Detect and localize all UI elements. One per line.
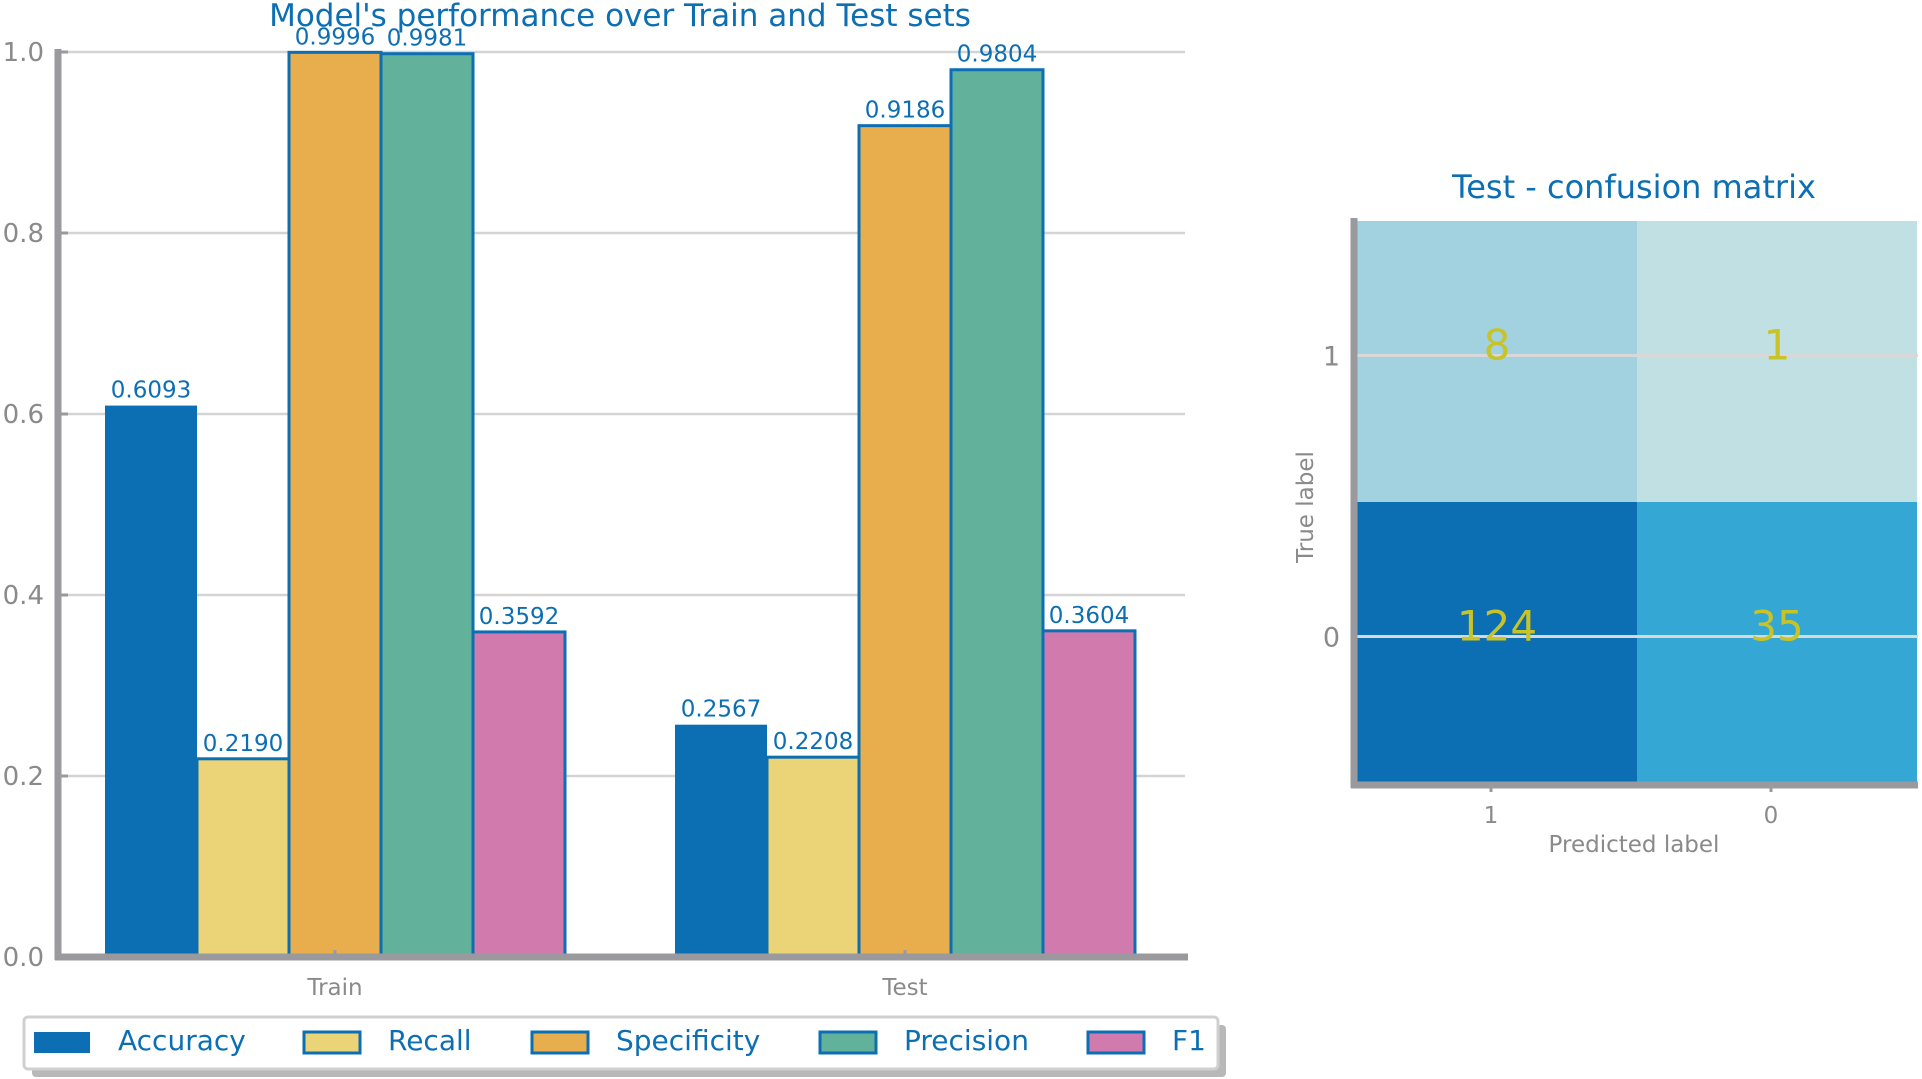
data-label: 0.2190 (203, 731, 283, 757)
legend-label-accuracy: Accuracy (118, 1024, 246, 1057)
confusion-matrix-ticks: 1 0 1 0 (1323, 342, 1779, 830)
bar-chart-y-axis: 0.0 0.2 0.4 0.6 0.8 1.0 (3, 38, 68, 973)
legend-swatch-f1 (1086, 1030, 1146, 1055)
bar-chart-bars (105, 50, 1137, 959)
matrix-value: 35 (1750, 602, 1803, 651)
data-label: 0.6093 (111, 378, 191, 404)
y-tick-label: 0 (1323, 623, 1340, 654)
matrix-cell (1357, 502, 1637, 783)
bar-recall-test (765, 755, 861, 959)
matrix-cell (1357, 221, 1637, 502)
y-tick-label: 1 (1323, 342, 1340, 373)
matrix-value: 124 (1457, 602, 1537, 651)
confusion-matrix-title: Test - confusion matrix (1451, 168, 1816, 206)
legend-swatch-accuracy (34, 1032, 90, 1053)
bar-recall-train (195, 757, 291, 959)
bar-accuracy-train (105, 405, 197, 957)
y-tick-label: 0.2 (3, 762, 44, 792)
confusion-matrix-y-label: True label (1293, 451, 1319, 564)
data-label: 0.3592 (479, 604, 559, 630)
confusion-matrix-values: 8 1 124 35 (1457, 321, 1804, 651)
y-tick-label: 1.0 (3, 38, 44, 68)
data-label: 0.9996 (295, 24, 375, 50)
legend-swatch-specificity (530, 1030, 590, 1055)
y-tick-label: 0.0 (3, 943, 44, 973)
matrix-value: 8 (1484, 321, 1511, 370)
confusion-matrix: Test - confusion matrix 8 1 124 35 1 0 1 0 Pre… (1293, 168, 1918, 858)
confusion-matrix-x-label: Predicted label (1549, 832, 1720, 858)
x-tick-label: Train (306, 975, 362, 1001)
y-tick-label: 0.6 (3, 400, 44, 430)
legend-label-precision: Precision (904, 1024, 1029, 1057)
bar-specificity-test (857, 124, 953, 959)
data-label: 0.2567 (681, 697, 761, 723)
bar-f1-train (471, 630, 567, 959)
data-label: 0.9804 (957, 42, 1037, 68)
bar-chart-title: Model's performance over Train and Test … (269, 0, 971, 34)
legend-swatch-recall (302, 1030, 362, 1055)
matrix-cell (1637, 502, 1917, 783)
y-tick-label: 0.4 (3, 581, 44, 611)
bar-precision-train (379, 52, 475, 959)
x-tick-label: 0 (1764, 803, 1779, 829)
matrix-cell (1637, 221, 1917, 502)
bar-chart-x-axis: Train Test (306, 950, 928, 1001)
data-label: 0.9981 (387, 26, 467, 52)
bar-specificity-train (287, 50, 383, 959)
legend-frame (22, 1015, 1220, 1071)
bar-chart-data-labels: 0.6093 0.2190 0.9996 0.9981 0.3592 0.2567 0.22… (111, 24, 1129, 756)
confusion-matrix-gridlines (1354, 354, 1918, 638)
y-tick-label: 0.8 (3, 219, 44, 249)
x-tick-label: 1 (1484, 803, 1499, 829)
data-label: 0.2208 (773, 729, 853, 755)
x-tick-label: Test (881, 975, 927, 1001)
bar-chart: Model's performance over Train and Test … (3, 0, 1188, 1001)
legend-swatch-precision (818, 1030, 878, 1055)
confusion-matrix-cells (1357, 221, 1917, 783)
matrix-value: 1 (1764, 321, 1791, 370)
legend-label-recall: Recall (388, 1024, 472, 1057)
legend-label-specificity: Specificity (616, 1024, 760, 1057)
legend: Accuracy Recall Specificity Precision F1 (22, 1015, 1226, 1077)
data-label: 0.3604 (1049, 603, 1129, 629)
legend-label-f1: F1 (1172, 1024, 1206, 1057)
data-label: 0.9186 (865, 98, 945, 124)
bar-precision-test (949, 68, 1045, 959)
bar-accuracy-test (675, 724, 767, 957)
bar-f1-test (1041, 629, 1137, 959)
